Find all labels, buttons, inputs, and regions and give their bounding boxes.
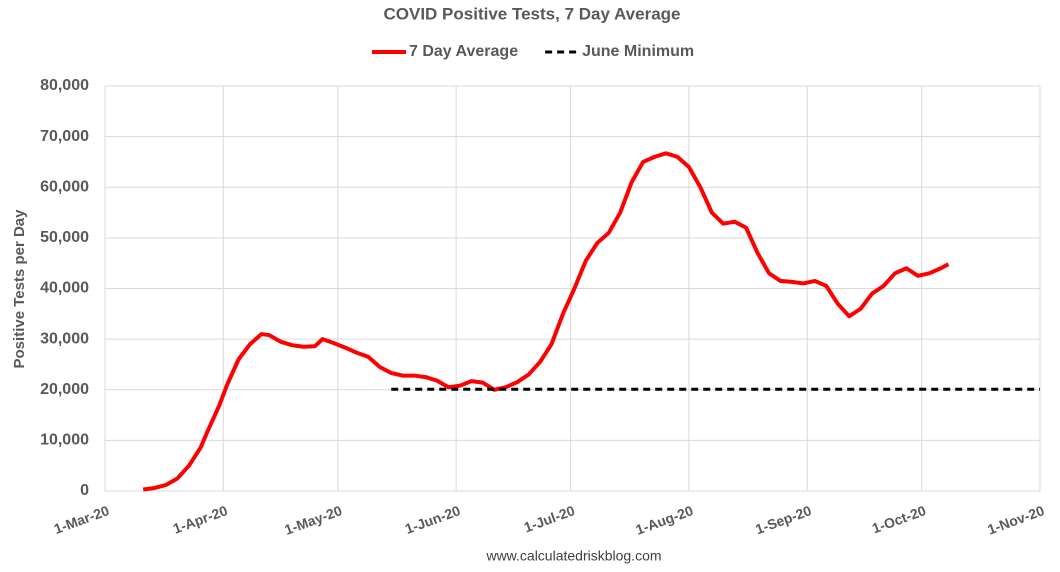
x-tick-label: 1-Mar-20 — [52, 502, 112, 537]
x-tick-label: 1-Sep-20 — [753, 502, 814, 537]
x-tick-label: 1-Aug-20 — [633, 502, 695, 538]
y-axis-title: Positive Tests per Day — [11, 209, 28, 369]
y-tick-label: 70,000 — [40, 128, 89, 145]
x-tick-label: 1-Nov-20 — [985, 502, 1046, 537]
x-tick-label: 1-Jun-20 — [403, 502, 463, 537]
chart-title: COVID Positive Tests, 7 Day Average — [384, 4, 681, 23]
y-tick-label: 20,000 — [40, 381, 89, 398]
y-tick-label: 80,000 — [40, 77, 89, 94]
x-tick-label: 1-May-20 — [282, 502, 344, 538]
legend-label: 7 Day Average — [409, 43, 518, 60]
x-tick-label: 1-Apr-20 — [171, 502, 230, 537]
y-tick-label: 60,000 — [40, 178, 89, 195]
y-tick-label: 10,000 — [40, 432, 89, 449]
series-line — [142, 151, 950, 492]
y-tick-label: 30,000 — [40, 330, 89, 347]
y-tick-label: 50,000 — [40, 229, 89, 246]
y-tick-label: 0 — [80, 482, 89, 499]
x-tick-label: 1-Jul-20 — [522, 502, 577, 535]
x-tick-label: 1-Oct-20 — [870, 502, 928, 536]
legend-label: June Minimum — [582, 43, 694, 60]
y-tick-label: 40,000 — [40, 280, 89, 297]
source: www.calculatedriskblog.com — [485, 548, 661, 564]
